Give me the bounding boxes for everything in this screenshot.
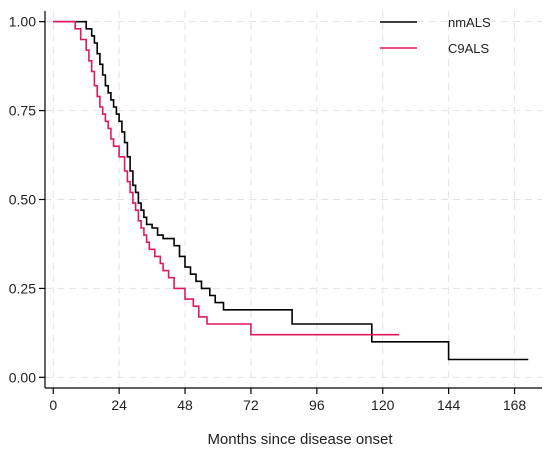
legend: nmALS C9ALS bbox=[380, 15, 491, 56]
x-tick-label: 144 bbox=[437, 397, 461, 413]
x-tick-label: 72 bbox=[243, 397, 259, 413]
x-tick-label: 168 bbox=[503, 397, 527, 413]
y-tick-label: 0.00 bbox=[9, 369, 36, 385]
x-tick-label: 48 bbox=[177, 397, 193, 413]
axes: 0 24 48 72 96 120 144 168 0.00 0.25 0.50 0.75 1.00 bbox=[9, 11, 542, 413]
x-tick-label: 96 bbox=[309, 397, 325, 413]
y-tick-label: 0.50 bbox=[9, 192, 36, 208]
x-axis-title: Months since disease onset bbox=[207, 431, 393, 448]
x-tick-label: 0 bbox=[49, 397, 57, 413]
legend-label-nmals: nmALS bbox=[448, 15, 491, 30]
y-tick-label: 1.00 bbox=[9, 14, 36, 30]
series-lines bbox=[53, 20, 529, 361]
x-tick-label: 24 bbox=[111, 397, 127, 413]
y-tick-label: 0.75 bbox=[9, 103, 36, 119]
series-c9als-line bbox=[53, 20, 400, 336]
x-tick-label: 120 bbox=[371, 397, 395, 413]
legend-label-c9als: C9ALS bbox=[448, 41, 490, 56]
y-tick-label: 0.25 bbox=[9, 280, 36, 296]
series-nmals-line bbox=[53, 20, 529, 361]
